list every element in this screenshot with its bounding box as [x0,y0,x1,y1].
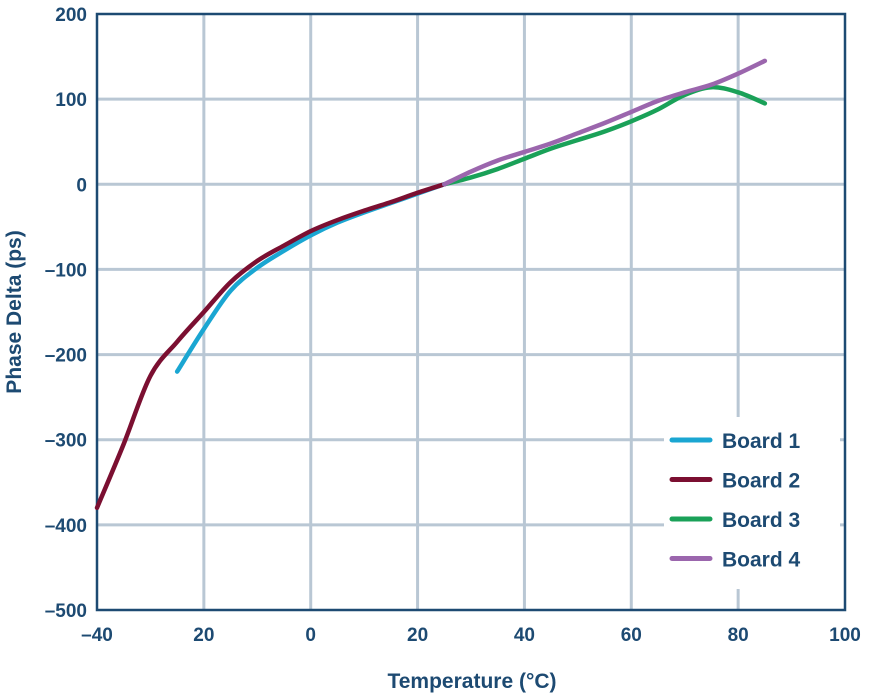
y-tick-label: –200 [45,346,87,367]
legend-label-board-2: Board 2 [722,470,800,493]
y-tick-label: 100 [55,90,87,111]
legend-label-board-4: Board 4 [722,549,801,572]
legend-label-board-1: Board 1 [722,430,801,453]
x-tick-labels: –40 20 0 20 40 60 80 100 [81,625,861,646]
x-tick-label: –40 [81,625,113,646]
x-tick-label: 20 [193,625,214,646]
y-tick-labels: 200 100 0 –100 –200 –300 –400 –500 [45,5,87,622]
x-tick-label: 0 [305,625,316,646]
x-tick-label: 80 [728,625,749,646]
y-tick-label: 0 [76,175,87,196]
x-tick-label: 40 [514,625,535,646]
x-tick-label: 20 [407,625,428,646]
legend: Board 1 Board 2 Board 3 Board 4 [664,417,840,589]
y-tick-label: 200 [55,5,87,26]
plot-frame [95,12,847,612]
y-tick-label: –400 [45,516,87,537]
series-line-board-3 [442,84,768,187]
x-tick-label: 60 [621,625,642,646]
y-tick-label: –100 [45,260,87,281]
legend-label-board-3: Board 3 [722,509,800,532]
series-line-board-4 [442,58,768,187]
series-lines [94,58,768,511]
y-axis-title: Phase Delta (ps) [3,230,26,393]
y-tick-label: –300 [45,431,87,452]
series-line-board-2 [94,182,447,511]
x-axis-title: Temperature (°C) [387,670,556,693]
gridlines [97,14,845,610]
x-tick-label: 100 [829,625,861,646]
y-tick-label: –500 [45,601,87,622]
